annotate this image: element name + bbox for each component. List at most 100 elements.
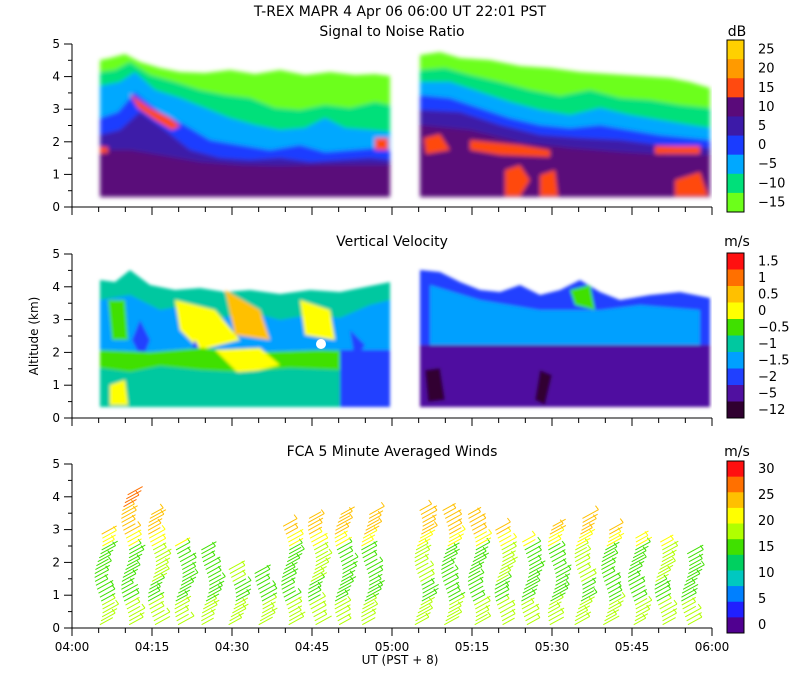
wind-barb [100,592,116,602]
wind-barb [307,589,322,598]
wind-barb [151,537,166,547]
wind-barb [661,538,674,547]
wind-barb [502,550,516,559]
wind-barb-flag [165,564,170,569]
wind-barb [601,552,619,563]
wind-barb [608,531,622,539]
wind-barb [342,560,358,571]
colorbar-swatch [727,59,744,79]
wind-barb [529,560,546,571]
wind-barb [574,553,591,563]
wind-barb [523,580,541,590]
wind-barb [448,533,464,543]
wind-barb-flag [663,574,668,580]
wind-barb [473,526,487,535]
wind-barb [126,558,141,567]
wind-barb [361,545,378,555]
wind-barb [335,536,353,547]
wind-barb [420,573,435,582]
wind-barb [657,597,672,606]
wind-barb [446,609,460,618]
wind-barb [313,565,327,574]
panel-title-velocity: Vertical Velocity [336,234,448,250]
wind-barb-flag [592,514,597,519]
wind-barb [121,583,139,594]
wind-barb [416,562,429,571]
wind-barb [475,609,490,618]
wind-column [414,499,439,626]
wind-barb [100,545,116,555]
wind-barb [122,503,135,512]
wind-barb [499,604,516,614]
wind-column [601,518,626,626]
colorbar-label: −2 [758,370,777,385]
wind-barb-flag [642,552,647,558]
wind-barb [336,585,352,594]
wind-barb [341,569,356,578]
wind-barb [308,594,321,602]
wind-barb-flag [212,541,216,547]
wind-barb-flag [353,561,358,567]
wind-barb [361,538,374,547]
wind-barb-flag [697,603,702,609]
wind-barb [233,578,247,586]
wind-barb [99,588,116,598]
y-tick-label: 1 [52,588,60,602]
wind-barb [628,565,643,574]
wind-barb [501,541,517,551]
wind-barb-flag [297,588,302,593]
wind-barb [282,586,295,594]
wind-column [201,541,226,626]
wind-barb [581,572,597,582]
wind-barb [128,542,142,551]
wind-barb [552,518,566,527]
wind-barb-flag [345,522,350,527]
wind-barb [521,592,536,602]
wind-barb [155,548,172,559]
wind-barb [174,604,190,614]
wind-barb [151,572,168,582]
wind-barb [368,580,385,590]
wind-barb-flag [210,609,215,614]
y-tick-label: 4 [52,280,60,294]
wind-barb [339,550,354,559]
wind-barb [662,617,676,626]
wind-barb [602,570,616,578]
colorbar-swatch [727,154,744,175]
wind-barb [309,531,323,539]
wind-barb [148,586,161,594]
wind-barb-flag [186,596,191,602]
wind-barb-flag [219,581,223,586]
wind-barb [548,529,565,539]
wind-barb [127,533,142,543]
wind-column [654,534,679,626]
wind-barb-flag [511,550,515,556]
wind-barb [123,499,137,508]
wind-barb-flag [344,589,349,595]
panel-title-winds: FCA 5 Minute Averaged Winds [287,444,498,460]
colorbar-swatch [727,286,744,303]
wind-barb [547,533,563,543]
wind-barb [361,608,377,618]
wind-barb [628,576,646,586]
wind-barb [101,540,118,551]
colorbar-label: 15 [758,540,775,555]
wind-barb-flag [129,578,134,583]
wind-barb-flag [488,528,493,534]
wind-barb [496,598,510,606]
wind-barb [124,524,141,535]
wind-barb [528,554,542,563]
wind-barb [338,545,353,555]
wind-barb [101,597,116,606]
wind-barb [498,535,512,543]
wind-barb-flag [531,530,536,536]
wind-barb-flag [480,568,485,573]
wind-barb [421,577,435,586]
wind-barb [445,611,462,622]
wind-barb-flag [349,570,354,576]
wind-barb [262,596,277,606]
wind-barb [179,552,197,563]
wind-barb [101,525,117,535]
x-tick-label: 05:45 [615,640,650,654]
wind-barb-flag [672,556,676,562]
